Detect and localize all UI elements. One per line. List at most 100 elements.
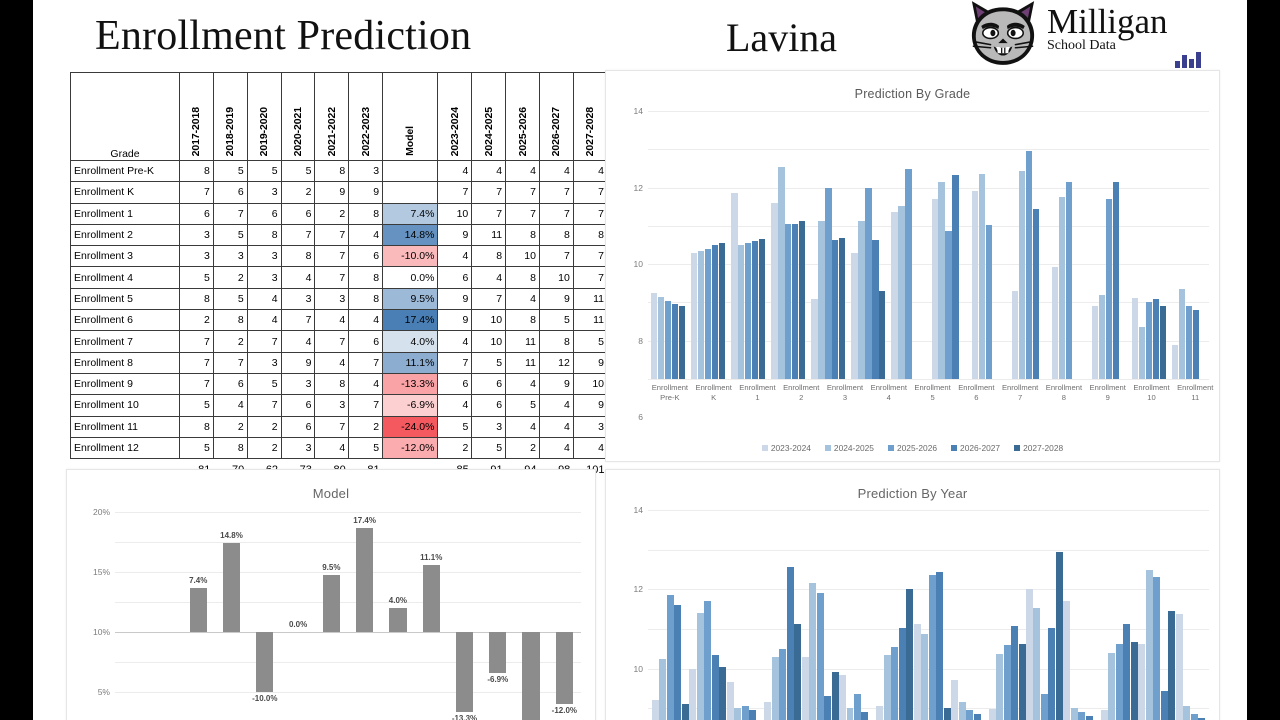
slide-header: Enrollment Prediction Lavina: [33, 0, 1247, 72]
bar: [1131, 297, 1139, 379]
cell-historical: 6: [212, 372, 248, 396]
cell-historical: 3: [212, 245, 248, 268]
cell-historical: 4: [348, 223, 384, 247]
column-header-pred-year: 2025-2026: [505, 72, 540, 161]
x-axis-label: Enrollment K: [695, 383, 732, 402]
cell-historical: 7: [280, 223, 316, 247]
cell-prediction: 9: [538, 287, 574, 311]
bar: [738, 245, 745, 379]
bar: [522, 632, 540, 720]
legend-item[interactable]: 2027-2028: [1014, 443, 1063, 453]
chart-prediction-by-grade: Prediction By Grade 0 2 4 6 8 10 12 14 Enrollme…: [605, 70, 1220, 462]
gridline: 6: [638, 264, 1209, 422]
cell-historical: 2: [348, 415, 384, 438]
bar: [1190, 714, 1198, 720]
gridline: 12: [634, 549, 1209, 594]
plot-area-grade: 0 2 4 6 8 10 12 14: [634, 106, 1209, 422]
bar: [322, 575, 340, 632]
cell-prediction: 10: [437, 202, 473, 225]
cell-historical: 8: [280, 245, 316, 268]
x-axis-label: Enrollment 11: [1177, 383, 1214, 402]
y-axis-tick: 8: [638, 335, 643, 346]
cell-historical: 8: [348, 266, 384, 289]
bar-data-label: -6.9%: [487, 675, 509, 685]
column-header-year: 2017-2018: [179, 72, 214, 161]
legend-item[interactable]: 2026-2027: [951, 443, 1000, 453]
gridline: 0%: [115, 632, 581, 633]
legend-swatch: [1014, 445, 1021, 451]
column-header-pred-year: 2026-2027: [538, 72, 574, 161]
cell-historical: 5: [212, 159, 248, 183]
cell-historical: 6: [348, 330, 384, 353]
bar-data-label: -12.0%: [551, 706, 578, 715]
cell-prediction: 8: [572, 223, 609, 247]
bar: [872, 240, 879, 379]
bar: [988, 709, 996, 720]
bar: [1048, 627, 1056, 720]
x-axis-label: Enrollment 9: [1089, 383, 1126, 402]
cell-prediction: 12: [538, 351, 574, 374]
table-row: Enrollment 9 7 6 5 3 8 4 -13.3% 6 6 4 9 10: [69, 372, 609, 396]
bar: [1138, 643, 1146, 720]
row-label: Enrollment K: [69, 181, 181, 204]
cell-prediction: 7: [471, 202, 507, 225]
row-label: Enrollment 1: [69, 202, 181, 225]
bar: [1159, 306, 1167, 379]
cell-prediction: 10: [471, 309, 507, 332]
bar: [555, 632, 573, 704]
cell-historical: 8: [314, 372, 350, 396]
bar-data-label: 0.0%: [288, 620, 308, 629]
bar-group: [648, 510, 760, 720]
bar: [1160, 691, 1168, 720]
chart-legend-grade: 2023-2024 2024-2025 2025-2026 2026-2027 2027…: [606, 443, 1219, 453]
cell-historical: 9: [280, 351, 316, 374]
cell-historical: 3: [280, 287, 316, 311]
gridline: -10%: [115, 692, 581, 693]
cell-historical: 4: [348, 372, 384, 396]
bar: [731, 193, 738, 379]
cell-prediction: 3: [572, 415, 609, 438]
cell-historical: 5: [212, 223, 248, 247]
bar-data-label: 11.1%: [420, 553, 443, 563]
cell-historical: 8: [348, 202, 384, 225]
legend-item[interactable]: 2024-2025: [824, 443, 874, 453]
cell-historical: 7: [212, 202, 248, 225]
cell-prediction: 10: [572, 372, 609, 396]
cell-historical: 2: [212, 266, 248, 289]
legend-item[interactable]: 2025-2026: [887, 443, 937, 453]
cell-historical: 5: [179, 266, 214, 289]
cell-prediction: 7: [572, 245, 609, 268]
bar: [861, 712, 869, 720]
cell-prediction: 5: [471, 436, 507, 460]
bar-group: [985, 510, 1097, 720]
bar: [996, 653, 1004, 720]
cell-historical: 4: [314, 309, 350, 332]
cell-historical: 4: [246, 287, 282, 311]
y-axis-tick: 14: [633, 106, 643, 116]
bar: [1168, 611, 1176, 720]
cell-historical: 3: [246, 351, 282, 374]
bar-data-label: 14.8%: [220, 531, 243, 541]
bar: [734, 708, 742, 720]
cell-prediction: 5: [437, 415, 473, 438]
cell-historical: 7: [314, 223, 350, 247]
bar: [489, 632, 507, 674]
bar: [1172, 344, 1179, 379]
bar: [741, 706, 749, 720]
legend-label: 2027-2028: [1023, 443, 1064, 453]
bar: [422, 565, 440, 632]
bar: [951, 680, 959, 720]
row-label: Enrollment 6: [69, 309, 181, 332]
bar: [659, 658, 667, 720]
cell-prediction: 9: [538, 372, 574, 396]
bar-group: [969, 111, 1009, 379]
bar: [1011, 290, 1019, 379]
cell-historical: 5: [212, 287, 248, 311]
cell-historical: 7: [348, 351, 384, 374]
cell-prediction: 9: [437, 287, 473, 311]
legend-label: 2024-2025: [833, 443, 874, 453]
gridline: 20%: [93, 507, 581, 517]
bar: [973, 714, 981, 720]
cell-prediction: 9: [572, 351, 609, 374]
legend-item[interactable]: 2023-2024: [761, 443, 811, 453]
